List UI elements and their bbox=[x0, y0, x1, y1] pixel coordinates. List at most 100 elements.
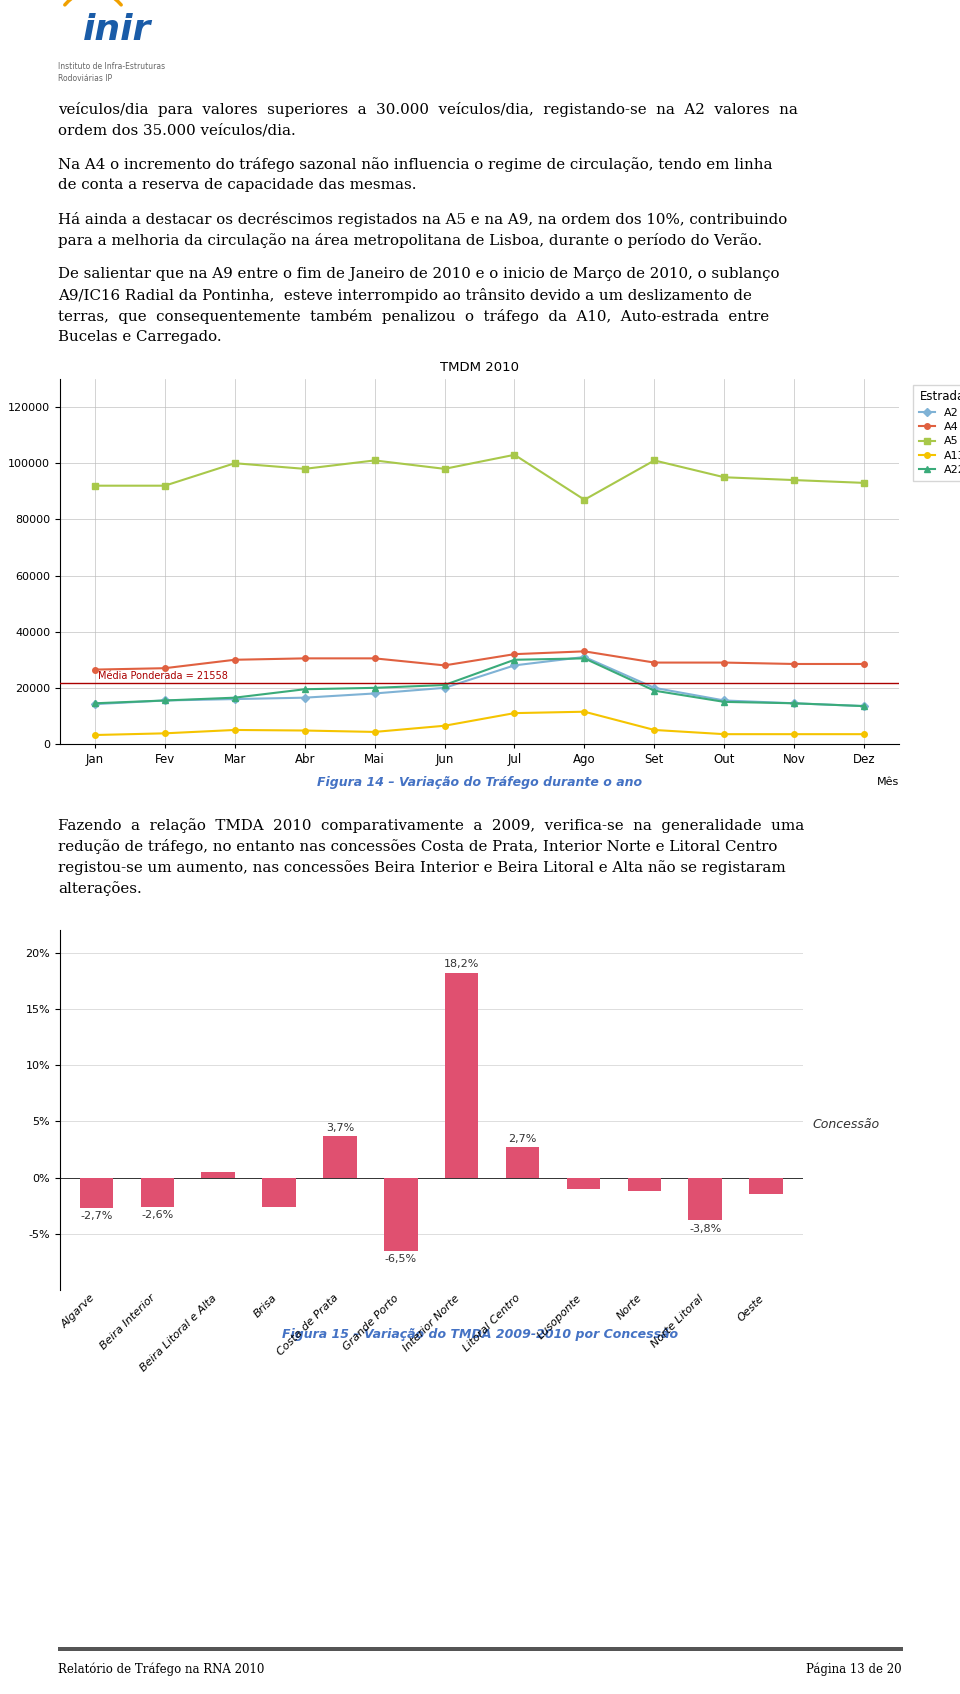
Bar bbox=[445, 972, 478, 1177]
A4 bbox=[718, 652, 730, 673]
Text: terras,  que  consequentemente  também  penalizou  o  tráfego  da  A10,  Auto-es: terras, que consequentemente também pena… bbox=[58, 308, 769, 324]
Line: A22: A22 bbox=[92, 656, 867, 708]
A2 bbox=[579, 647, 590, 667]
Text: Página 13 de 20: Página 13 de 20 bbox=[806, 1662, 902, 1675]
Bar bbox=[324, 1137, 357, 1177]
A13 bbox=[579, 701, 590, 722]
A2 bbox=[718, 691, 730, 711]
A22 bbox=[369, 678, 380, 698]
Text: Na A4 o incremento do tráfego sazonal não influencia o regime de circulação, ten: Na A4 o incremento do tráfego sazonal nã… bbox=[58, 158, 773, 173]
A13 bbox=[649, 720, 660, 740]
A22 bbox=[509, 649, 520, 669]
A5 bbox=[369, 451, 380, 471]
A5 bbox=[439, 459, 450, 479]
Text: inir: inir bbox=[83, 14, 152, 47]
A4 bbox=[788, 654, 800, 674]
A22 bbox=[439, 674, 450, 695]
A2 bbox=[439, 678, 450, 698]
A5 bbox=[229, 452, 241, 473]
Line: A5: A5 bbox=[92, 452, 867, 503]
A13 bbox=[439, 715, 450, 735]
Text: Figura 14 – Variação do Tráfego durante o ano: Figura 14 – Variação do Tráfego durante … bbox=[318, 776, 642, 789]
A13 bbox=[299, 720, 310, 740]
A13 bbox=[369, 722, 380, 742]
A22 bbox=[159, 691, 171, 711]
A4 bbox=[159, 657, 171, 678]
A5 bbox=[649, 451, 660, 471]
Bar bbox=[566, 1177, 600, 1189]
Bar bbox=[506, 1147, 540, 1177]
A22 bbox=[579, 649, 590, 669]
Text: de conta a reserva de capacidade das mesmas.: de conta a reserva de capacidade das mes… bbox=[58, 178, 417, 191]
A22 bbox=[649, 681, 660, 701]
A13 bbox=[159, 723, 171, 744]
A5 bbox=[89, 476, 101, 496]
Text: Relatório de Tráfego na RNA 2010: Relatório de Tráfego na RNA 2010 bbox=[58, 1662, 264, 1675]
A4 bbox=[858, 654, 870, 674]
Bar bbox=[384, 1177, 418, 1250]
Text: alterações.: alterações. bbox=[58, 881, 142, 896]
Bar bbox=[80, 1177, 113, 1208]
A4 bbox=[509, 644, 520, 664]
A2 bbox=[509, 656, 520, 676]
Text: 3,7%: 3,7% bbox=[325, 1123, 354, 1133]
Text: 18,2%: 18,2% bbox=[444, 959, 479, 969]
Text: -2,7%: -2,7% bbox=[81, 1211, 112, 1221]
A5 bbox=[159, 476, 171, 496]
Text: Média Ponderada = 21558: Média Ponderada = 21558 bbox=[98, 671, 228, 681]
Text: A9/IC16 Radial da Pontinha,  esteve interrompido ao trânsito devido a um desliza: A9/IC16 Radial da Pontinha, esteve inter… bbox=[58, 288, 752, 303]
Title: TMDM 2010: TMDM 2010 bbox=[440, 361, 519, 374]
A5 bbox=[858, 473, 870, 493]
A4 bbox=[369, 649, 380, 669]
A2 bbox=[159, 691, 171, 711]
A22 bbox=[299, 679, 310, 700]
Bar bbox=[628, 1177, 661, 1191]
Text: Figura 15 – Variação do TMDA 2009-2010 por Concessão: Figura 15 – Variação do TMDA 2009-2010 p… bbox=[282, 1328, 678, 1342]
Text: De salientar que na A9 entre o fim de Janeiro de 2010 e o inicio de Março de 201: De salientar que na A9 entre o fim de Ja… bbox=[58, 268, 780, 281]
A2 bbox=[369, 683, 380, 703]
Bar bbox=[750, 1177, 782, 1194]
Text: ordem dos 35.000 veículos/dia.: ordem dos 35.000 veículos/dia. bbox=[58, 124, 296, 137]
A13 bbox=[718, 723, 730, 744]
A13 bbox=[858, 723, 870, 744]
A5 bbox=[299, 459, 310, 479]
Text: redução de tráfego, no entanto nas concessões Costa de Prata, Interior Norte e L: redução de tráfego, no entanto nas conce… bbox=[58, 839, 778, 854]
A5 bbox=[579, 490, 590, 510]
A22 bbox=[788, 693, 800, 713]
A22 bbox=[858, 696, 870, 717]
Text: -6,5%: -6,5% bbox=[385, 1254, 417, 1264]
A13 bbox=[89, 725, 101, 745]
A4 bbox=[299, 649, 310, 669]
Legend: A2, A4, A5, A13, A22: A2, A4, A5, A13, A22 bbox=[913, 385, 960, 481]
A4 bbox=[229, 649, 241, 669]
Line: A13: A13 bbox=[92, 708, 867, 739]
Text: veículos/dia  para  valores  superiores  a  30.000  veículos/dia,  registando-se: veículos/dia para valores superiores a 3… bbox=[58, 102, 798, 117]
A13 bbox=[788, 723, 800, 744]
A13 bbox=[229, 720, 241, 740]
Text: Há ainda a destacar os decréscimos registados na A5 e na A9, na ordem dos 10%, c: Há ainda a destacar os decréscimos regis… bbox=[58, 212, 787, 227]
Text: Concessão: Concessão bbox=[812, 1118, 879, 1132]
A2 bbox=[788, 693, 800, 713]
A4 bbox=[89, 659, 101, 679]
Text: Bucelas e Carregado.: Bucelas e Carregado. bbox=[58, 330, 222, 344]
A4 bbox=[579, 642, 590, 662]
Bar bbox=[262, 1177, 296, 1206]
Text: Instituto de Infra-Estruturas
Rodoviárias IP: Instituto de Infra-Estruturas Rodoviária… bbox=[58, 63, 165, 83]
Bar bbox=[202, 1172, 235, 1177]
A4 bbox=[649, 652, 660, 673]
A5 bbox=[788, 469, 800, 490]
Line: A4: A4 bbox=[92, 649, 867, 673]
A2 bbox=[858, 696, 870, 717]
Text: -2,6%: -2,6% bbox=[141, 1210, 174, 1220]
A2 bbox=[89, 695, 101, 715]
A4 bbox=[439, 656, 450, 676]
A2 bbox=[649, 678, 660, 698]
Text: Fazendo  a  relação  TMDA  2010  comparativamente  a  2009,  verifica-se  na  ge: Fazendo a relação TMDA 2010 comparativam… bbox=[58, 818, 804, 833]
A22 bbox=[229, 688, 241, 708]
A22 bbox=[718, 691, 730, 711]
A5 bbox=[509, 444, 520, 464]
A13 bbox=[509, 703, 520, 723]
A2 bbox=[229, 689, 241, 710]
Bar bbox=[140, 1177, 174, 1206]
A5 bbox=[718, 468, 730, 488]
